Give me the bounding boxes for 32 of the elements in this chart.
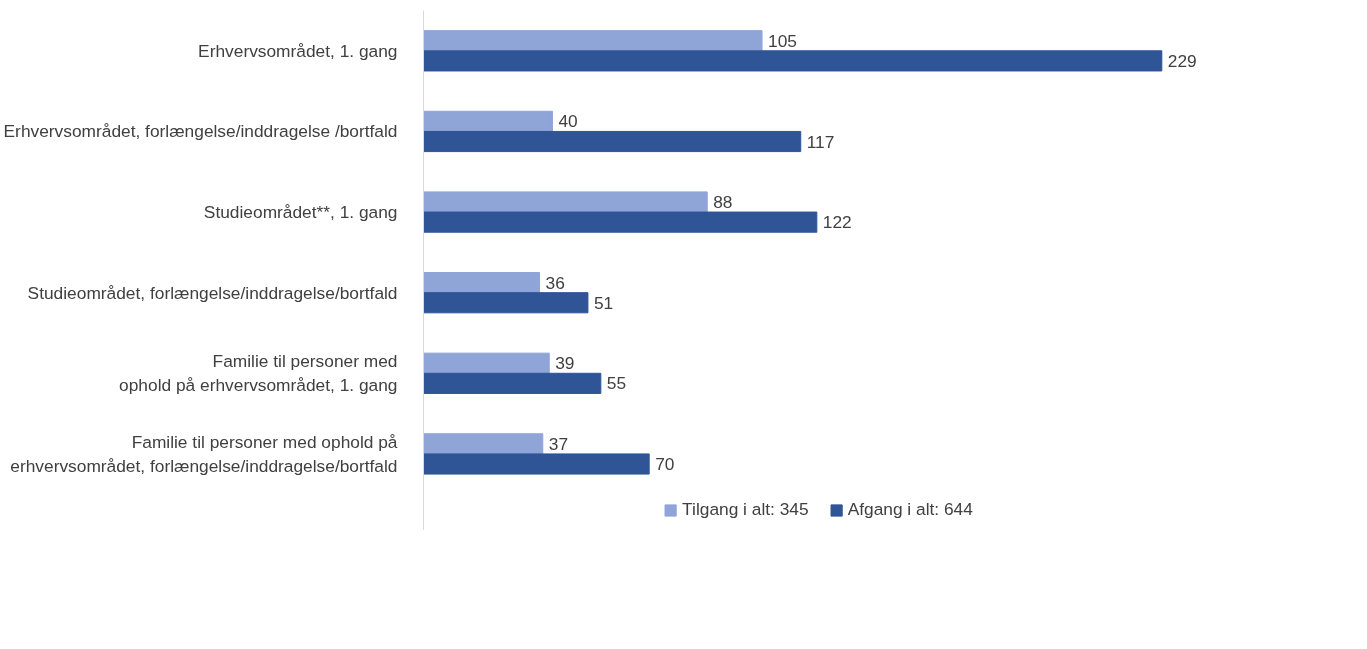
data-label: 70 xyxy=(655,453,675,474)
data-label: 36 xyxy=(545,272,565,293)
data-label: 37 xyxy=(548,433,569,454)
data-label: 55 xyxy=(606,373,627,394)
bar xyxy=(423,453,650,475)
bar xyxy=(423,130,802,153)
legend-label: Tilgang i alt: 345 xyxy=(682,499,809,520)
y-tick-label: Erhvervsområdet, 1. gang xyxy=(198,40,398,61)
data-label: 40 xyxy=(558,111,578,132)
bar xyxy=(423,110,553,132)
data-label: 105 xyxy=(768,30,797,51)
data-label: 117 xyxy=(806,131,835,152)
data-label: 88 xyxy=(713,191,733,212)
legend-label: Afgang i alt: 644 xyxy=(847,499,973,520)
bar xyxy=(423,272,541,294)
y-tick-label: Familie til personer med ophold på erhvervsområdet, forlængelse/inddragelse/bortfald xyxy=(10,431,398,476)
bar xyxy=(423,292,589,314)
data-label: 229 xyxy=(1167,50,1197,71)
bar xyxy=(423,191,708,213)
data-label: 51 xyxy=(593,292,614,313)
y-tick-label: Familie til personer med ophold på erhvervsområdet, 1. gang xyxy=(119,351,398,396)
y-tick-label: Studieområdet, forlængelse/inddragelse/bortfald xyxy=(27,282,398,303)
data-label: 122 xyxy=(822,212,852,233)
bar xyxy=(423,211,818,233)
bar xyxy=(423,352,550,374)
y-tick-label: Studieområdet**, 1. gang xyxy=(203,202,398,223)
y-tick-label: Erhvervsområdet, forlængelse/inddragelse /bortfald xyxy=(3,121,398,142)
bar xyxy=(423,372,602,394)
bar xyxy=(423,50,1163,72)
bar xyxy=(423,433,544,455)
bar xyxy=(423,30,763,52)
data-label: 39 xyxy=(555,353,575,374)
